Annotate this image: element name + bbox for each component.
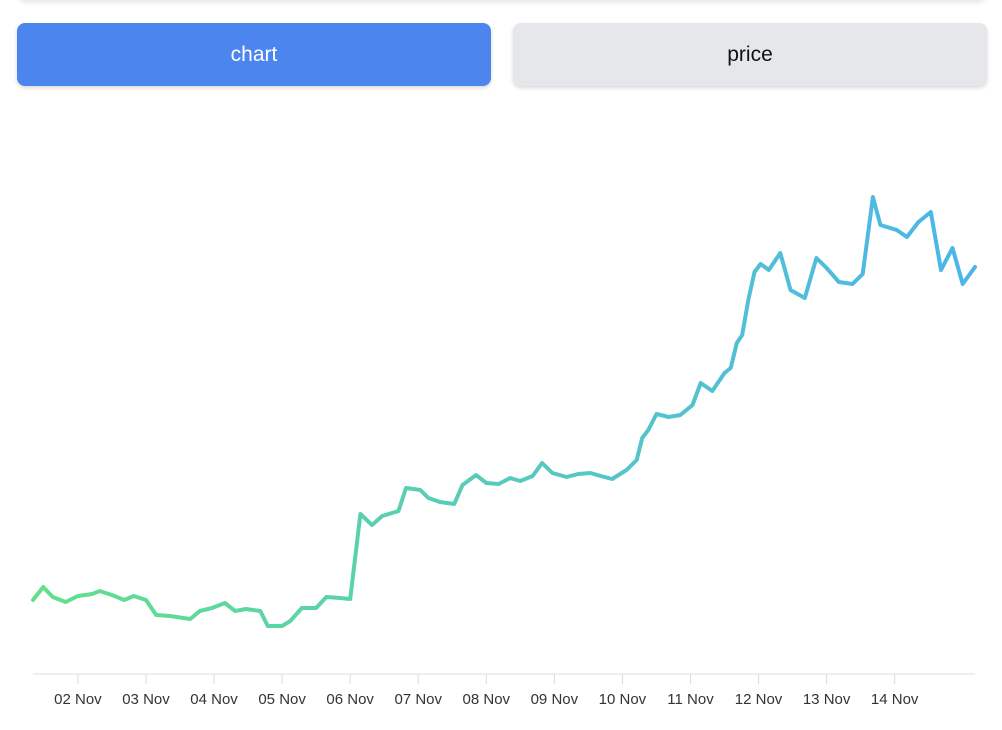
x-tick-label: 02 Nov — [54, 691, 102, 708]
x-tick-label: 11 Nov — [667, 691, 714, 708]
x-tick-label: 03 Nov — [122, 691, 170, 708]
x-tick-label: 12 Nov — [735, 691, 783, 708]
x-tick-label: 09 Nov — [531, 691, 579, 708]
price-line — [31, 195, 977, 628]
x-tick-label: 14 Nov — [871, 691, 919, 708]
x-tick-label: 06 Nov — [326, 691, 374, 708]
chart-tab[interactable]: chart — [17, 23, 491, 86]
x-tick-label: 04 Nov — [190, 691, 238, 708]
x-tick-label: 08 Nov — [463, 691, 511, 708]
x-tick-label: 10 Nov — [599, 691, 647, 708]
price-tab[interactable]: price — [513, 23, 987, 86]
x-tick-label: 07 Nov — [394, 691, 442, 708]
x-tick-label: 13 Nov — [803, 691, 851, 708]
x-tick-label: 05 Nov — [258, 691, 306, 708]
